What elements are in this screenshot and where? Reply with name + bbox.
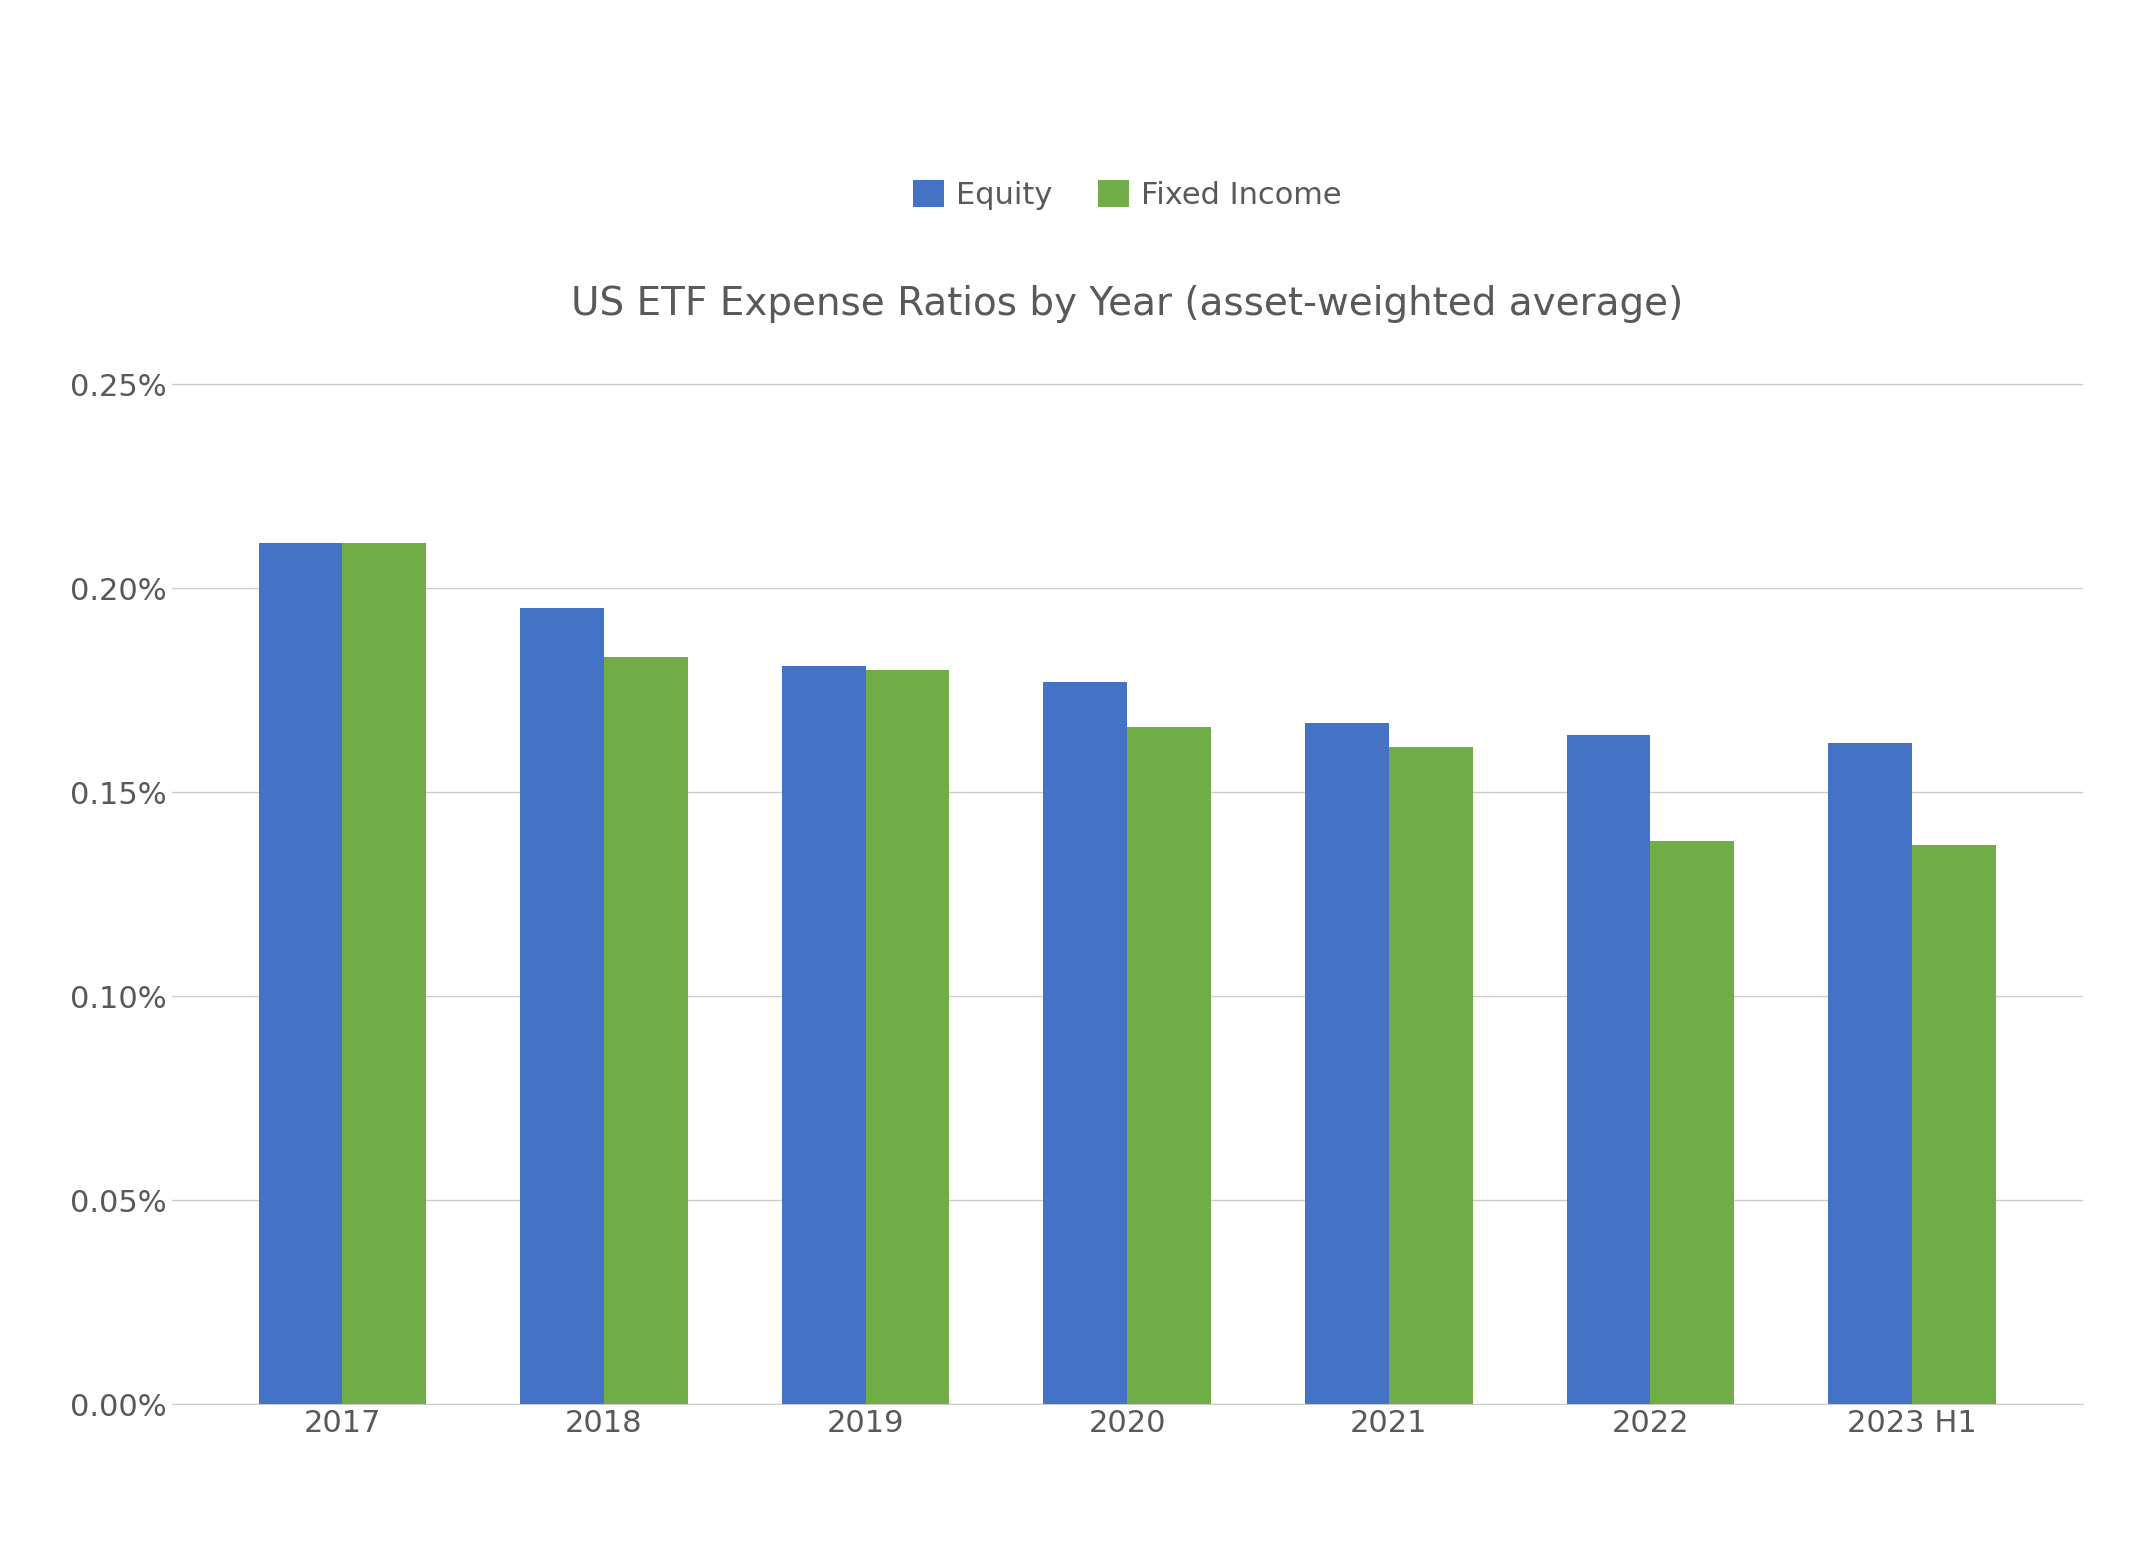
Bar: [1913, 846, 1997, 1404]
Bar: [1389, 747, 1473, 1404]
Legend: Equity, Fixed Income: Equity, Fixed Income: [902, 167, 1353, 222]
Bar: [520, 608, 603, 1404]
Bar: [341, 543, 425, 1404]
Bar: [603, 657, 687, 1404]
Bar: [865, 669, 949, 1404]
Bar: [1829, 743, 1913, 1404]
Bar: [1127, 727, 1211, 1404]
Bar: [1567, 735, 1651, 1404]
Title: US ETF Expense Ratios by Year (asset-weighted average): US ETF Expense Ratios by Year (asset-wei…: [571, 285, 1683, 323]
Bar: [782, 666, 865, 1404]
Bar: [1651, 841, 1735, 1404]
Bar: [1305, 722, 1389, 1404]
Bar: [1043, 682, 1127, 1404]
Bar: [258, 543, 341, 1404]
